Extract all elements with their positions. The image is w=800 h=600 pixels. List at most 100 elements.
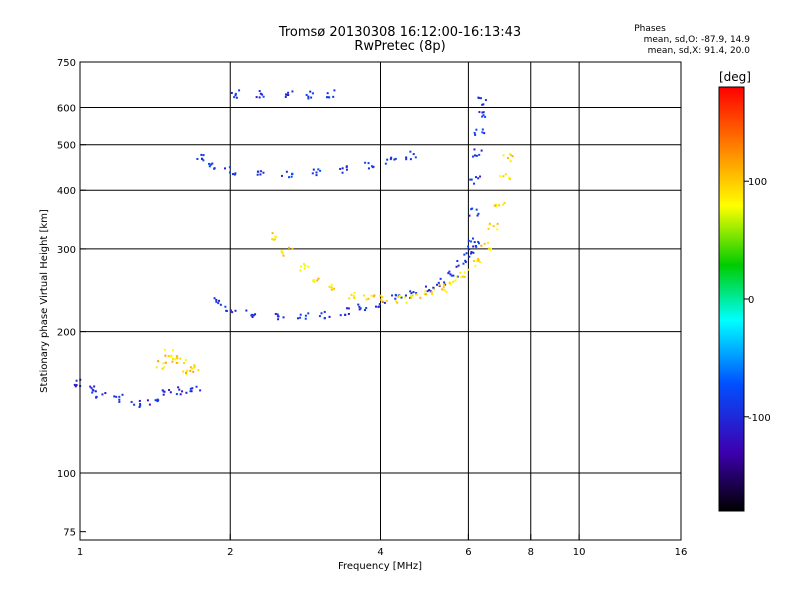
data-point — [208, 165, 211, 168]
data-point — [495, 203, 498, 206]
data-point — [503, 201, 506, 204]
data-point — [175, 393, 178, 396]
data-point — [481, 111, 484, 114]
data-point — [495, 205, 498, 208]
data-point — [179, 393, 182, 396]
data-point — [475, 176, 478, 179]
data-point — [478, 153, 481, 156]
data-point — [412, 291, 415, 294]
data-point — [393, 158, 396, 161]
data-point — [171, 360, 174, 363]
data-point — [483, 132, 486, 135]
data-point — [256, 173, 259, 176]
data-point — [115, 395, 118, 398]
data-point — [377, 305, 380, 308]
data-point — [232, 173, 235, 176]
data-point — [358, 305, 361, 308]
data-point — [332, 95, 335, 98]
data-point — [481, 115, 484, 118]
data-point — [452, 274, 455, 277]
data-point — [472, 259, 475, 262]
data-point — [484, 115, 487, 118]
colorbar-tick-label: 100 — [748, 177, 767, 188]
data-point — [471, 155, 474, 158]
x-tick-label: 4 — [377, 547, 383, 558]
data-point — [400, 296, 403, 299]
data-point — [469, 178, 472, 181]
data-point — [346, 307, 349, 310]
data-point — [282, 254, 285, 257]
data-point — [121, 393, 124, 396]
data-point — [488, 222, 491, 225]
data-point — [196, 157, 199, 160]
x-axis-label: Frequency [MHz] — [338, 561, 422, 572]
data-point — [277, 315, 280, 318]
data-point — [423, 293, 426, 296]
data-point — [192, 370, 195, 373]
data-point — [197, 369, 200, 372]
data-point — [213, 297, 216, 300]
data-point — [399, 294, 402, 297]
data-point — [470, 251, 473, 254]
data-point — [452, 280, 455, 283]
x-tick-label: 10 — [573, 547, 586, 558]
data-point — [462, 275, 465, 278]
data-point — [339, 167, 342, 170]
data-point — [474, 133, 477, 136]
data-point — [464, 260, 467, 263]
data-point — [482, 103, 485, 106]
data-point — [280, 174, 283, 177]
data-point — [320, 312, 323, 315]
data-point — [299, 313, 302, 316]
data-point — [430, 291, 433, 294]
data-point — [431, 293, 434, 296]
data-point — [474, 245, 477, 248]
data-point — [463, 253, 466, 256]
data-point — [208, 162, 211, 165]
data-point — [404, 296, 407, 299]
data-point — [138, 406, 141, 409]
data-point — [262, 95, 265, 98]
data-point — [367, 167, 370, 170]
data-point — [276, 313, 279, 316]
data-point — [380, 298, 383, 301]
data-point — [352, 294, 355, 297]
data-point — [410, 295, 413, 298]
data-point — [477, 242, 480, 245]
data-point — [185, 391, 188, 394]
data-point — [224, 305, 227, 308]
colorbar-ticks: 100 0 -100 — [744, 177, 771, 424]
data-point — [424, 285, 427, 288]
data-point — [394, 297, 397, 300]
data-point — [487, 247, 490, 250]
data-point — [290, 175, 293, 178]
data-point — [193, 366, 196, 369]
data-point — [162, 366, 165, 369]
data-point — [447, 272, 450, 275]
data-point — [482, 111, 485, 114]
data-point — [184, 358, 187, 361]
data-point — [470, 208, 473, 211]
data-point — [75, 379, 78, 382]
data-point — [133, 403, 136, 406]
data-point — [271, 232, 274, 235]
data-point — [157, 360, 160, 363]
data-point — [333, 89, 336, 92]
data-point — [177, 386, 180, 389]
data-point — [93, 385, 96, 388]
data-point — [307, 97, 310, 100]
data-point — [378, 303, 381, 306]
data-point — [211, 162, 214, 165]
data-point — [455, 276, 458, 279]
data-point — [190, 390, 193, 393]
data-point — [201, 158, 204, 161]
data-point — [428, 289, 431, 292]
data-point — [511, 155, 514, 158]
data-point — [313, 280, 316, 283]
data-point — [323, 317, 326, 320]
data-point — [478, 260, 481, 263]
data-point — [473, 182, 476, 185]
data-point — [348, 297, 351, 300]
axis-ticks — [79, 61, 682, 540]
data-point — [228, 171, 231, 174]
